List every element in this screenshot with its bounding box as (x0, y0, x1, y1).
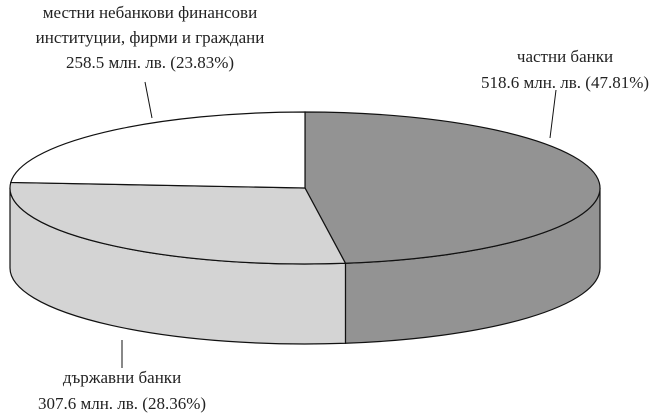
category-label-line: местни небанкови финансови (43, 3, 257, 22)
slice (10, 111, 306, 189)
category-label: местни небанкови финансови институции, фи… (36, 3, 265, 47)
value-label: 258.5 млн. лв. (23.83%) (66, 53, 234, 72)
category-label-line: институции, фирми и граждани (36, 28, 265, 47)
value-label: 307.6 млн. лв. (28.36%) (38, 394, 206, 413)
category-label-line: частни банки (517, 47, 613, 66)
leader-line (144, 81, 153, 119)
slice (9, 181, 347, 265)
value-label: 518.6 млн. лв. (47.81%) (481, 73, 649, 92)
category-label: държавни банки (63, 368, 181, 387)
leader-line (549, 89, 557, 139)
slice (304, 111, 601, 264)
category-label-line: държавни банки (63, 368, 181, 387)
category-label: частни банки (517, 47, 613, 66)
